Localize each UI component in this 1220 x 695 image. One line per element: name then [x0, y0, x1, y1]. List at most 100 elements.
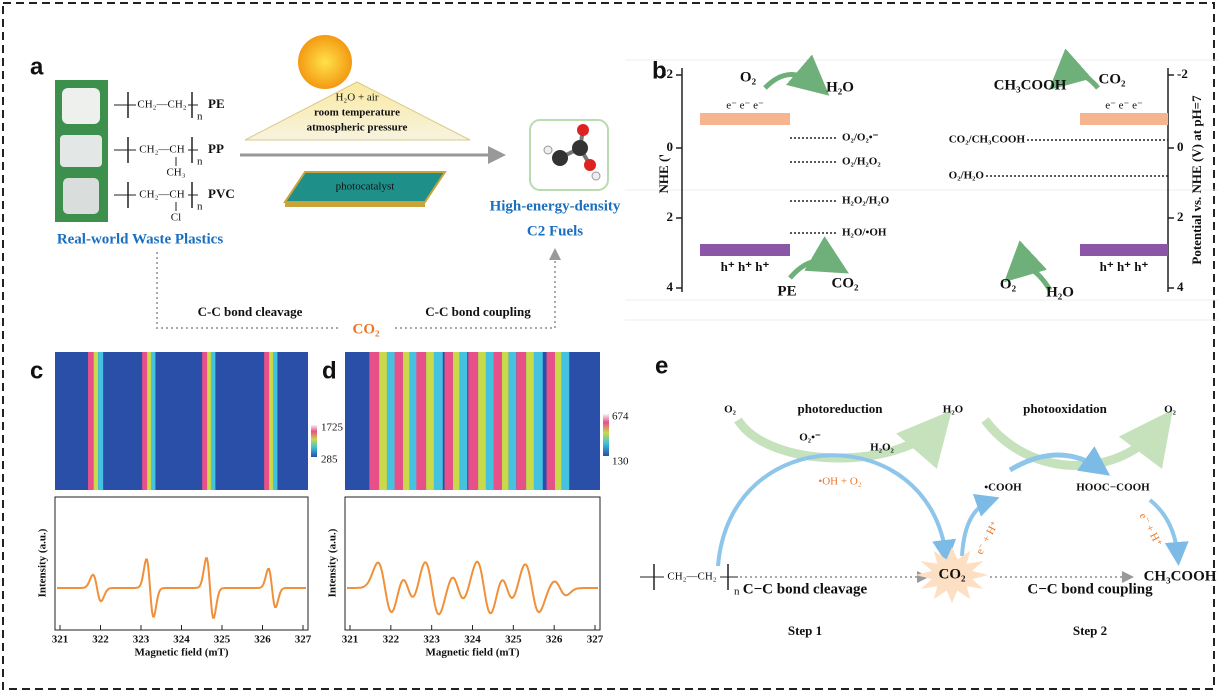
label: H₂O: [943, 404, 964, 416]
colorbar: [311, 425, 317, 457]
heat-stripe: [379, 352, 387, 490]
colorbar: [603, 414, 609, 456]
heat-stripe: [494, 352, 502, 490]
heat-stripe: [486, 352, 495, 490]
step-label: C-C bond coupling: [425, 304, 531, 319]
redox-level: H₂O/•OH: [842, 227, 887, 239]
polymer-name: PP: [208, 141, 224, 156]
axis-title: Potential vs. NHE (V) at pH=7: [1189, 95, 1204, 265]
holes: h⁺ h⁺ h⁺: [1100, 259, 1149, 274]
plastics-photo: [55, 80, 108, 222]
heat-stripe: [426, 352, 434, 490]
tick-label: 324: [173, 634, 190, 646]
valence-band: [1080, 244, 1168, 256]
plot-frame: [55, 497, 308, 630]
label: CO₂: [939, 566, 967, 582]
heat-stripe: [202, 352, 207, 490]
heat-stripe: [416, 352, 426, 490]
product: High-energy-density: [490, 198, 621, 214]
label: e⁻ + H⁺: [1137, 511, 1165, 549]
panel-label: a: [30, 53, 44, 80]
figure: aCH₂—CH₂nPECH₂—CHnPPCH₃CH₂—CHnPVCClReal-…: [0, 0, 1220, 695]
heat-stripe: [502, 352, 509, 490]
axis-title: Potential vs. NHE (V) at pH=7: [656, 95, 671, 265]
tick-label: 321: [52, 634, 69, 646]
label: H₂O: [826, 79, 854, 95]
heat-stripe: [395, 352, 403, 490]
tick-label: 321: [342, 634, 359, 646]
step-label: C-C bond cleavage: [198, 304, 303, 319]
axis-title: Intensity (a.u.): [327, 528, 339, 597]
tick-label: 4: [1177, 279, 1184, 294]
scale-label: 285: [321, 454, 338, 466]
redox-level: O₂/O₂•⁻: [842, 132, 879, 144]
heat-stripe: [98, 352, 103, 490]
heat-stripe: [547, 352, 555, 490]
repeat-index: n: [197, 201, 203, 213]
tick-label: 4: [667, 279, 674, 294]
label: PE: [777, 283, 796, 299]
plot-frame: [345, 497, 600, 630]
heat-stripe: [460, 352, 468, 490]
label: Step 2: [1073, 623, 1107, 638]
label: O₂: [1000, 276, 1017, 292]
tick-label: -2: [662, 66, 673, 81]
label: Step 1: [788, 623, 822, 638]
tick-label: 0: [1177, 139, 1184, 154]
redox-level: O₂/H₂O: [949, 170, 985, 182]
label: photoreduction: [798, 401, 884, 416]
label: O₂: [724, 404, 737, 416]
repeat-unit: CH₂—CH: [139, 144, 184, 156]
panel-label: c: [30, 357, 43, 384]
heat-stripe: [445, 352, 453, 490]
catalyst-label: photocatalyst: [336, 181, 395, 193]
tick-label: 325: [214, 634, 231, 646]
condition: H₂O + air: [335, 92, 378, 104]
valence-band: [700, 244, 790, 256]
heat-stripe: [211, 352, 215, 490]
tick-label: 322: [92, 634, 109, 646]
scale-label: 130: [612, 456, 629, 468]
label: CO₂: [832, 275, 860, 291]
heat-stripe: [555, 352, 562, 490]
scale-label: 1725: [321, 422, 344, 434]
tick-label: 323: [423, 634, 440, 646]
electrons: e⁻ e⁻ e⁻: [1105, 100, 1143, 112]
heat-stripe: [478, 352, 486, 490]
tick-label: -2: [1177, 66, 1188, 81]
substituent: Cl: [171, 212, 181, 224]
label: e⁻ + H⁺: [974, 519, 1002, 557]
heat-stripe: [207, 352, 211, 490]
panel-label: d: [322, 357, 337, 384]
tick-label: 2: [1177, 209, 1184, 224]
axis-title: Magnetic field (mT): [425, 647, 519, 659]
panel-e-arrows: [718, 420, 1178, 577]
heat-stripe: [526, 352, 534, 490]
product-box: [530, 120, 608, 190]
repeat-index: n: [197, 156, 203, 168]
tick-label: 322: [383, 634, 400, 646]
tick-label: 326: [254, 634, 271, 646]
repeat-unit: CH₂—CH₂: [137, 99, 186, 111]
label: C−C bond cleavage: [743, 581, 868, 597]
polymer-name: PVC: [208, 186, 235, 201]
label: O₂: [1164, 404, 1177, 416]
label: •OH + O₂: [818, 476, 861, 488]
repeat-index: n: [734, 586, 740, 598]
label: •COOH: [984, 482, 1022, 494]
heat-stripe: [369, 352, 379, 490]
heat-stripe: [468, 352, 478, 490]
label: O₂•⁻: [799, 432, 821, 444]
repeat-index: n: [197, 111, 203, 123]
heat-stripe: [562, 352, 570, 490]
heat-stripe: [94, 352, 98, 490]
heat-stripe: [410, 352, 418, 490]
tick-label: 325: [505, 634, 522, 646]
heat-stripe: [147, 352, 151, 490]
tick-label: 323: [133, 634, 150, 646]
polymer-name: PE: [208, 96, 225, 111]
heat-stripe: [403, 352, 410, 490]
label: H₂O₂: [870, 442, 894, 454]
tick-label: 327: [295, 634, 312, 646]
redox-level: O₂/H₂O₂: [842, 156, 881, 168]
